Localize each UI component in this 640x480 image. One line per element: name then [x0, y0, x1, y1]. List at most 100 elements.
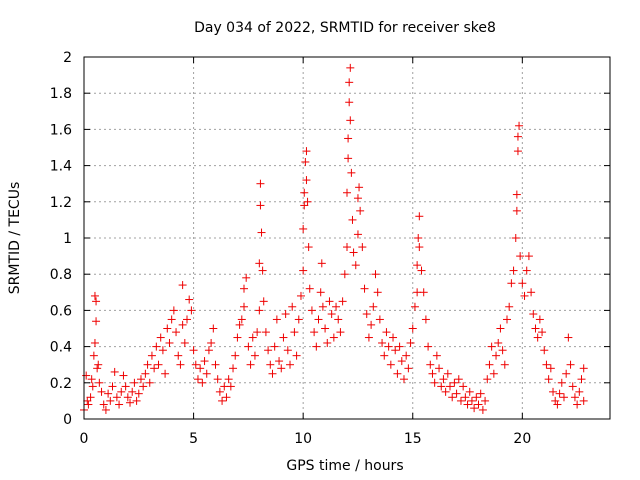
- data-point: [402, 351, 411, 360]
- data-point: [474, 400, 483, 409]
- data-point: [300, 188, 309, 197]
- data-point: [304, 243, 313, 252]
- data-point: [258, 266, 267, 275]
- data-point: [520, 291, 529, 300]
- data-point: [185, 295, 194, 304]
- data-point: [167, 315, 176, 324]
- data-point: [255, 259, 264, 268]
- data-point: [459, 382, 468, 391]
- data-point: [204, 346, 213, 355]
- y-tick-label: 1.6: [50, 122, 72, 138]
- data-point: [239, 302, 248, 311]
- data-point: [579, 396, 588, 405]
- data-point: [334, 315, 343, 324]
- x-tick-label: 0: [80, 431, 89, 447]
- data-point: [176, 360, 185, 369]
- data-point: [92, 317, 101, 326]
- data-point: [406, 338, 415, 347]
- data-point: [511, 234, 520, 242]
- data-point: [303, 197, 312, 206]
- data-point: [191, 360, 200, 369]
- data-point: [378, 338, 387, 347]
- data-point: [577, 375, 586, 384]
- data-point: [209, 324, 218, 333]
- data-point: [430, 378, 439, 387]
- data-point: [244, 342, 253, 351]
- data-point: [139, 382, 148, 391]
- data-point: [544, 375, 553, 384]
- data-point: [268, 369, 277, 378]
- data-point: [346, 63, 355, 72]
- plot-frame: [83, 56, 611, 420]
- data-point: [349, 248, 358, 257]
- data-point: [467, 396, 476, 405]
- data-point: [256, 201, 265, 210]
- data-point: [314, 315, 323, 324]
- data-point: [266, 360, 275, 369]
- data-point: [496, 324, 505, 333]
- data-point: [302, 147, 311, 156]
- data-point: [141, 369, 150, 378]
- data-point: [435, 364, 444, 373]
- data-point: [452, 389, 461, 398]
- data-point: [189, 346, 198, 355]
- data-point: [143, 360, 152, 369]
- data-point: [222, 393, 231, 402]
- data-point: [355, 183, 364, 192]
- data-point: [110, 367, 119, 376]
- data-point: [253, 328, 262, 337]
- data-point: [553, 400, 562, 409]
- data-point: [512, 206, 521, 215]
- data-point: [325, 297, 334, 306]
- data-point: [299, 224, 308, 233]
- y-tick-label: 2: [63, 50, 72, 66]
- data-point: [88, 382, 97, 391]
- data-point: [463, 400, 472, 409]
- data-point: [147, 351, 156, 360]
- data-point: [242, 273, 251, 282]
- data-point: [246, 360, 255, 369]
- data-point: [515, 121, 524, 130]
- data-point: [570, 393, 579, 402]
- data-point: [531, 324, 540, 333]
- data-point: [573, 400, 582, 409]
- data-point: [126, 398, 135, 407]
- y-tick-label: 0.6: [50, 303, 72, 319]
- data-point: [389, 333, 398, 342]
- data-point: [94, 360, 103, 369]
- data-point: [529, 310, 538, 319]
- data-point: [564, 333, 573, 342]
- data-point: [456, 396, 465, 405]
- data-point: [446, 382, 455, 391]
- data-point: [130, 378, 139, 387]
- data-point: [579, 364, 588, 373]
- data-point: [161, 369, 170, 378]
- data-point: [92, 297, 101, 306]
- data-point: [498, 346, 507, 355]
- data-point: [235, 320, 244, 329]
- data-point: [351, 261, 360, 270]
- data-point: [270, 342, 279, 351]
- data-point: [472, 393, 481, 402]
- y-tick-label: 0.8: [50, 267, 72, 283]
- data-point: [283, 346, 292, 355]
- data-point: [256, 179, 265, 188]
- data-point: [382, 328, 391, 337]
- data-point: [255, 306, 264, 315]
- data-point: [419, 288, 428, 297]
- data-point: [371, 270, 380, 279]
- data-point: [180, 338, 189, 347]
- data-point: [542, 360, 551, 369]
- data-point: [302, 176, 311, 185]
- data-point: [360, 284, 369, 293]
- data-point: [347, 168, 356, 177]
- data-point: [193, 375, 202, 384]
- data-point: [152, 342, 161, 351]
- data-point: [527, 288, 536, 297]
- data-point: [211, 360, 220, 369]
- x-tick-label: 15: [404, 431, 422, 447]
- data-point: [369, 302, 378, 311]
- data-point: [478, 405, 487, 414]
- x-tick-label: 5: [189, 431, 198, 447]
